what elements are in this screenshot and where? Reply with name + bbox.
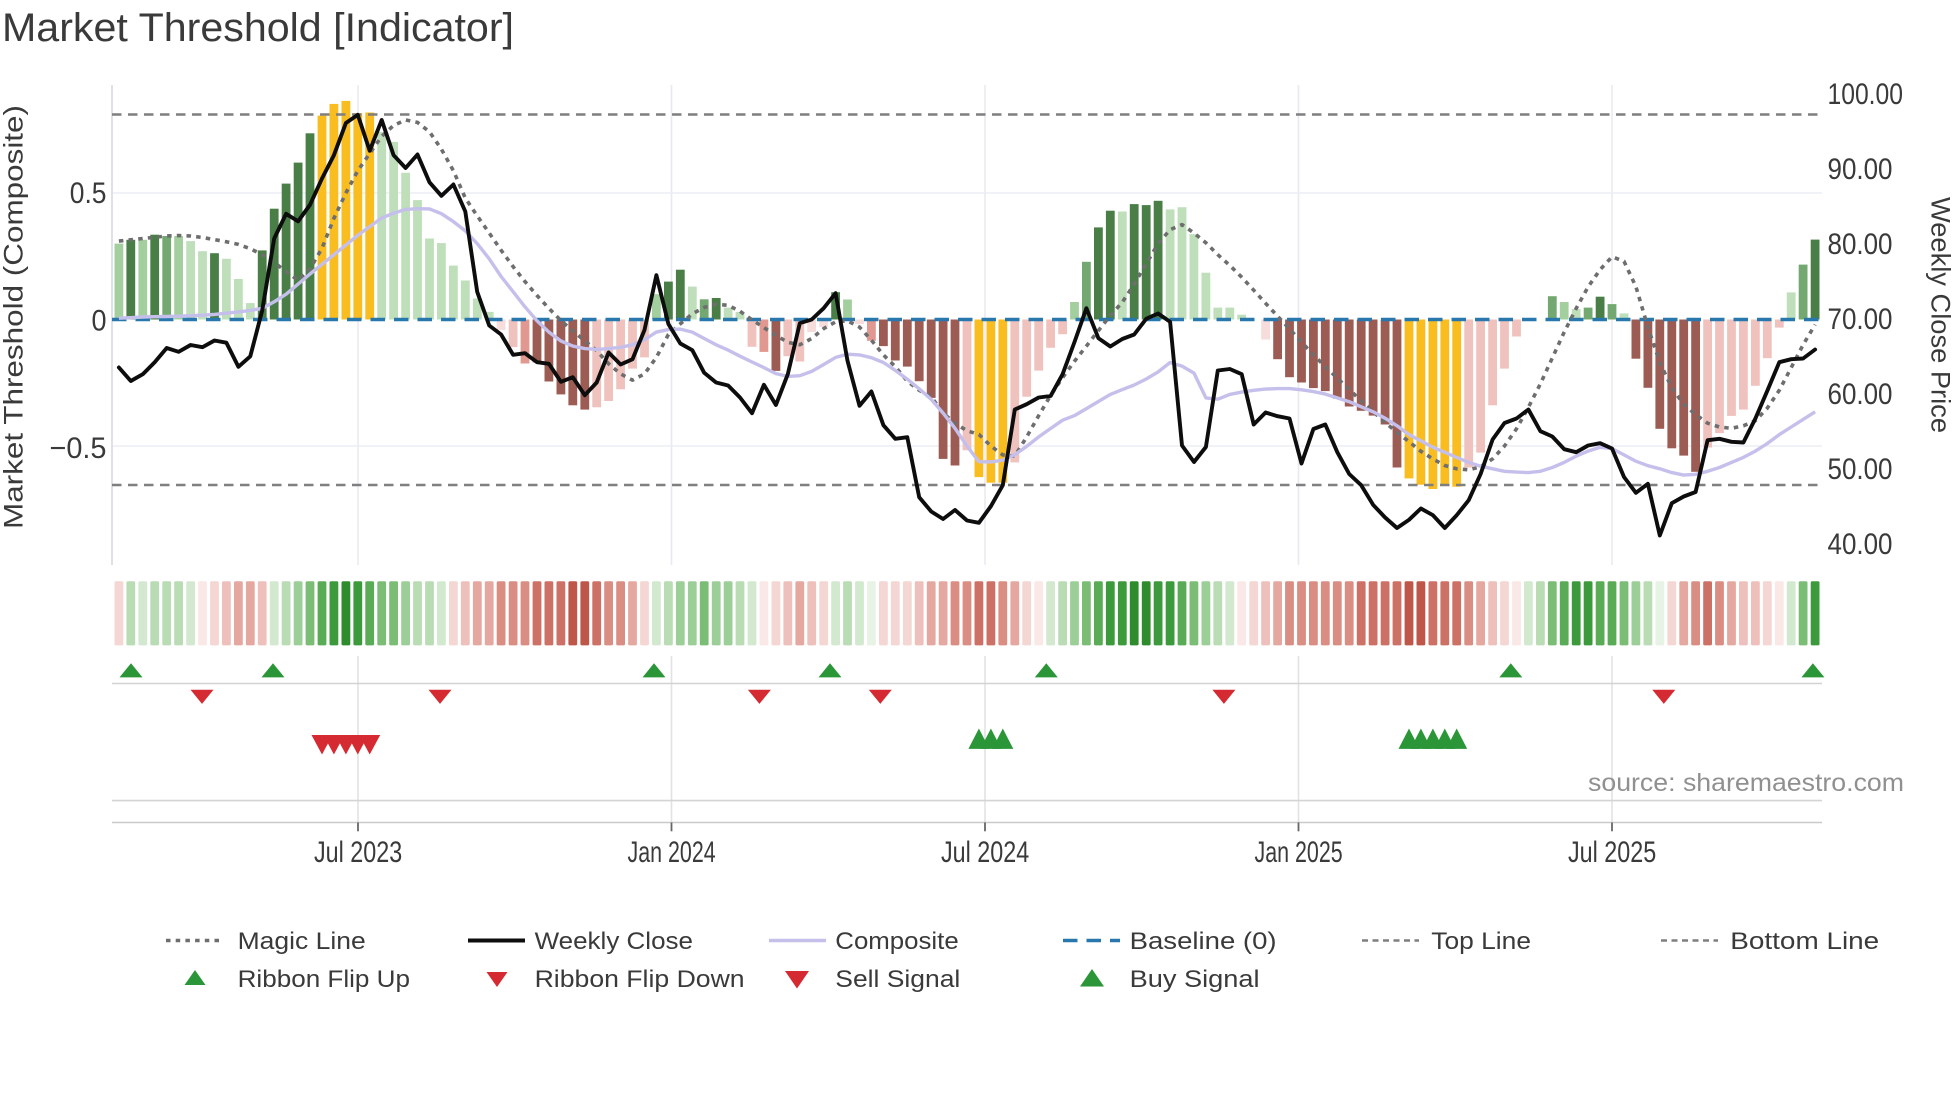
svg-text:Jan 2024: Jan 2024 (628, 836, 716, 869)
svg-text:50.00: 50.00 (1828, 453, 1893, 486)
svg-text:90.00: 90.00 (1828, 153, 1893, 186)
svg-text:Ribbon Flip Up: Ribbon Flip Up (238, 966, 410, 993)
svg-text:Jul 2024: Jul 2024 (941, 836, 1029, 869)
svg-text:Jul 2023: Jul 2023 (314, 836, 402, 869)
svg-text:Baseline (0): Baseline (0) (1130, 928, 1277, 955)
svg-text:60.00: 60.00 (1828, 378, 1893, 411)
svg-text:source: sharemaestro.com: source: sharemaestro.com (1588, 769, 1904, 797)
svg-text:Ribbon Flip Down: Ribbon Flip Down (535, 966, 745, 993)
svg-text:Top Line: Top Line (1431, 928, 1531, 955)
svg-text:Sell Signal: Sell Signal (835, 966, 960, 993)
svg-text:Bottom Line: Bottom Line (1730, 928, 1879, 955)
svg-text:40.00: 40.00 (1828, 528, 1893, 561)
svg-text:Buy Signal: Buy Signal (1130, 966, 1260, 993)
svg-text:100.00: 100.00 (1828, 78, 1904, 111)
svg-text:70.00: 70.00 (1828, 303, 1893, 336)
svg-text:Jul 2025: Jul 2025 (1568, 836, 1656, 869)
svg-text:Market Threshold [Indicator]: Market Threshold [Indicator] (2, 6, 514, 50)
svg-text:80.00: 80.00 (1828, 228, 1893, 261)
svg-text:Magic Line: Magic Line (238, 928, 366, 955)
svg-text:Weekly Close: Weekly Close (535, 928, 693, 955)
svg-text:Jan 2025: Jan 2025 (1255, 836, 1343, 869)
svg-text:Weekly Close Price: Weekly Close Price (1926, 197, 1956, 433)
svg-text:Market Threshold (Composite): Market Threshold (Composite) (0, 105, 29, 529)
svg-text:−0.5: −0.5 (50, 432, 107, 465)
svg-text:Composite: Composite (835, 928, 958, 955)
svg-text:0.5: 0.5 (70, 177, 107, 210)
svg-text:0: 0 (92, 305, 107, 338)
